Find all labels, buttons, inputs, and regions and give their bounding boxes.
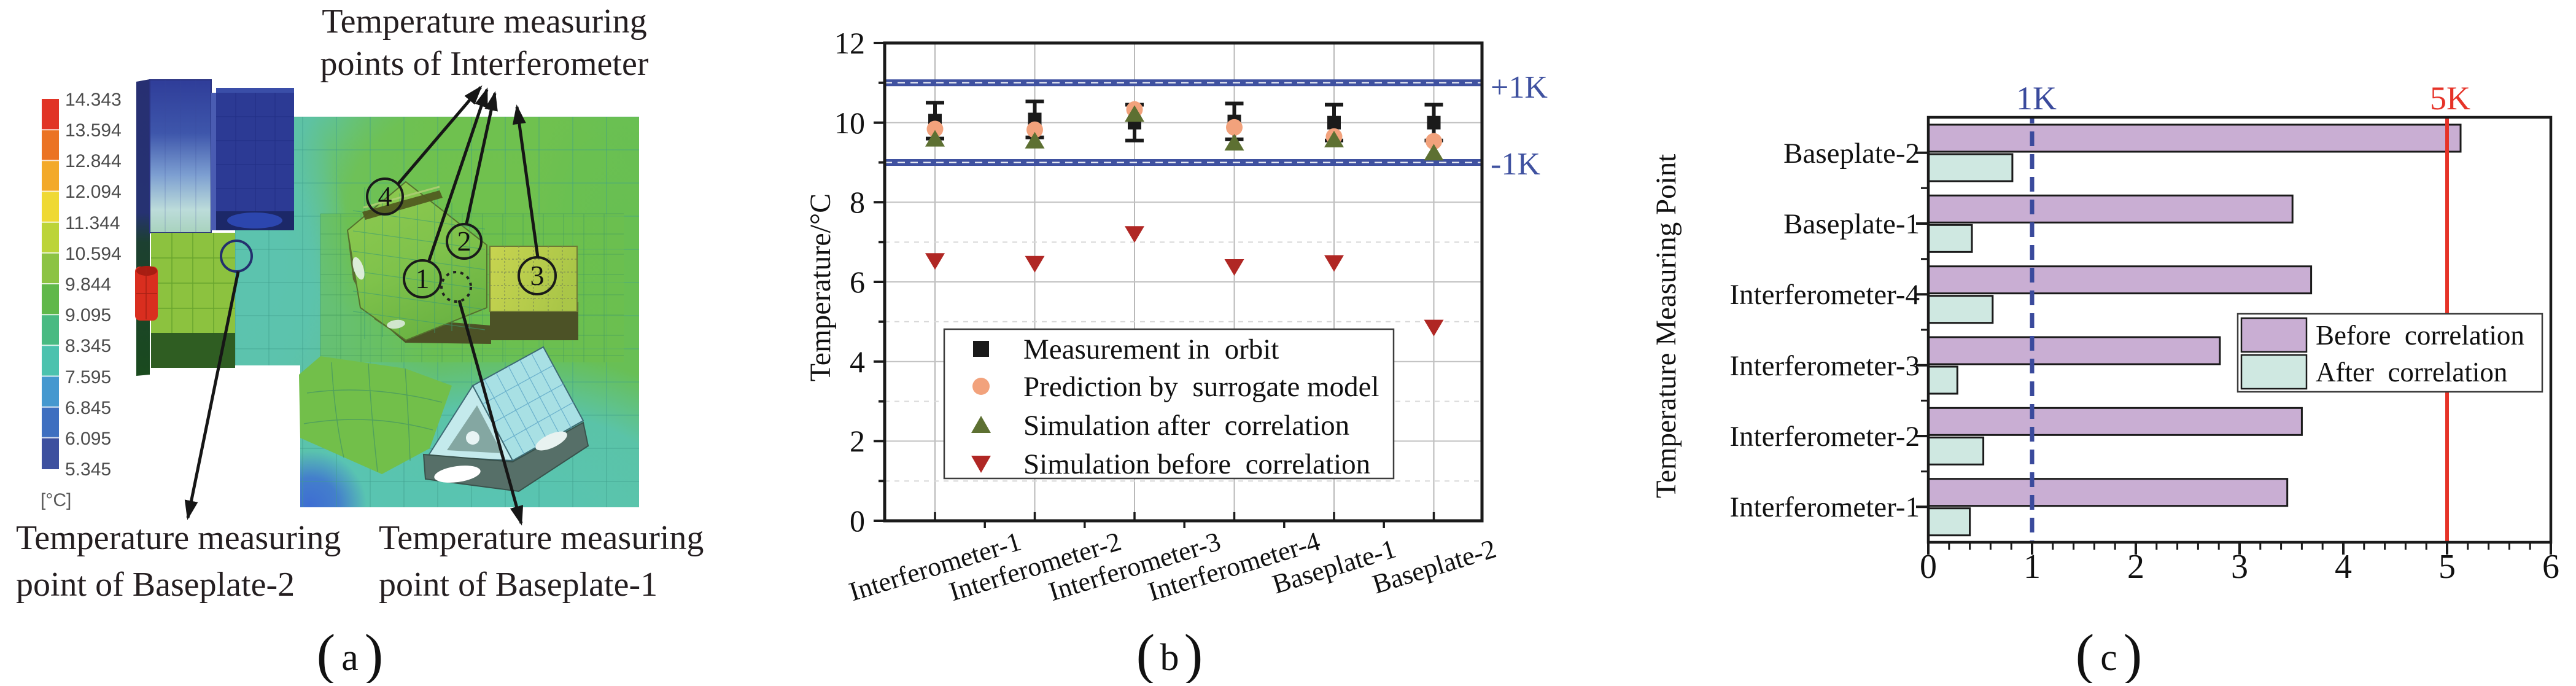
svg-text:): ): [365, 623, 384, 683]
svg-text:7.595: 7.595: [65, 367, 111, 388]
svg-text:4: 4: [2335, 548, 2352, 586]
svg-text:8: 8: [850, 185, 865, 219]
svg-text:Temperature measuring: Temperature measuring: [322, 2, 646, 41]
svg-text:3: 3: [2231, 548, 2248, 586]
svg-text:1: 1: [2023, 548, 2041, 586]
svg-text:13.594: 13.594: [65, 120, 122, 141]
svg-text:[°C]: [°C]: [41, 490, 71, 510]
svg-text:Interferometer-3: Interferometer-3: [1729, 350, 1920, 382]
svg-text:(: (: [2076, 623, 2095, 683]
svg-text:2: 2: [457, 225, 471, 257]
svg-text:(: (: [1136, 623, 1155, 683]
svg-text:6: 6: [2542, 548, 2559, 586]
svg-text:Baseplate-1: Baseplate-1: [1783, 208, 1920, 240]
svg-text:12: 12: [834, 26, 865, 60]
svg-text:12.844: 12.844: [65, 151, 122, 171]
svg-text:1K: 1K: [2016, 80, 2057, 117]
svg-text:9.844: 9.844: [65, 275, 111, 295]
svg-text:Interferometer-1: Interferometer-1: [1729, 491, 1920, 523]
svg-text:6: 6: [850, 265, 865, 299]
svg-text:Temperature/°C: Temperature/°C: [804, 193, 837, 381]
svg-text:5K: 5K: [2430, 80, 2470, 117]
svg-text:After correlation: After correlation: [2316, 357, 2507, 388]
svg-text:b: b: [1160, 637, 1179, 679]
svg-text:6.095: 6.095: [65, 429, 111, 449]
svg-text:a: a: [341, 637, 359, 679]
svg-text:Simulation after correlation: Simulation after correlation: [1023, 410, 1349, 442]
svg-text:2: 2: [2127, 548, 2144, 586]
svg-text:point of Baseplate-1: point of Baseplate-1: [379, 566, 658, 604]
svg-text:Interferometer-2: Interferometer-2: [1729, 421, 1920, 453]
svg-text:5.345: 5.345: [65, 459, 111, 480]
svg-text:points of Interferometer: points of Interferometer: [320, 45, 649, 83]
svg-text:Interferometer-4: Interferometer-4: [1729, 279, 1920, 311]
svg-text:Temperature measuring: Temperature measuring: [16, 519, 341, 557]
svg-text:10: 10: [834, 106, 865, 140]
svg-text:6.845: 6.845: [65, 398, 111, 418]
svg-text:): ): [1184, 623, 1203, 683]
svg-text:Baseplate-2: Baseplate-2: [1783, 138, 1920, 170]
svg-text:-1K: -1K: [1491, 147, 1540, 182]
svg-text:Temperature Measuring Point: Temperature Measuring Point: [1650, 154, 1682, 499]
svg-text:10.594: 10.594: [65, 244, 122, 264]
svg-text:+1K: +1K: [1491, 70, 1548, 105]
svg-text:Measurement in orbit: Measurement in orbit: [1023, 333, 1279, 365]
svg-text:8.345: 8.345: [65, 336, 111, 356]
svg-text:2: 2: [850, 424, 865, 458]
svg-text:9.095: 9.095: [65, 305, 111, 325]
svg-text:4: 4: [850, 345, 865, 379]
svg-text:): ): [2124, 623, 2143, 683]
svg-text:0: 0: [1920, 548, 1937, 586]
svg-text:0: 0: [850, 504, 865, 538]
svg-text:(: (: [317, 623, 336, 683]
svg-text:12.094: 12.094: [65, 182, 122, 202]
svg-text:Simulation before correlation: Simulation before correlation: [1023, 448, 1370, 480]
svg-text:point of Baseplate-2: point of Baseplate-2: [16, 566, 295, 604]
svg-text:14.343: 14.343: [65, 90, 122, 110]
svg-text:Temperature measuring: Temperature measuring: [379, 519, 704, 557]
svg-text:5: 5: [2438, 548, 2456, 586]
svg-text:3: 3: [530, 260, 545, 291]
svg-text:Prediction by surrogate model: Prediction by surrogate model: [1023, 371, 1379, 403]
svg-text:4: 4: [378, 181, 392, 212]
svg-text:c: c: [2100, 637, 2117, 679]
svg-text:1: 1: [416, 263, 430, 294]
svg-text:Before correlation: Before correlation: [2316, 320, 2524, 351]
svg-text:11.344: 11.344: [65, 213, 120, 233]
